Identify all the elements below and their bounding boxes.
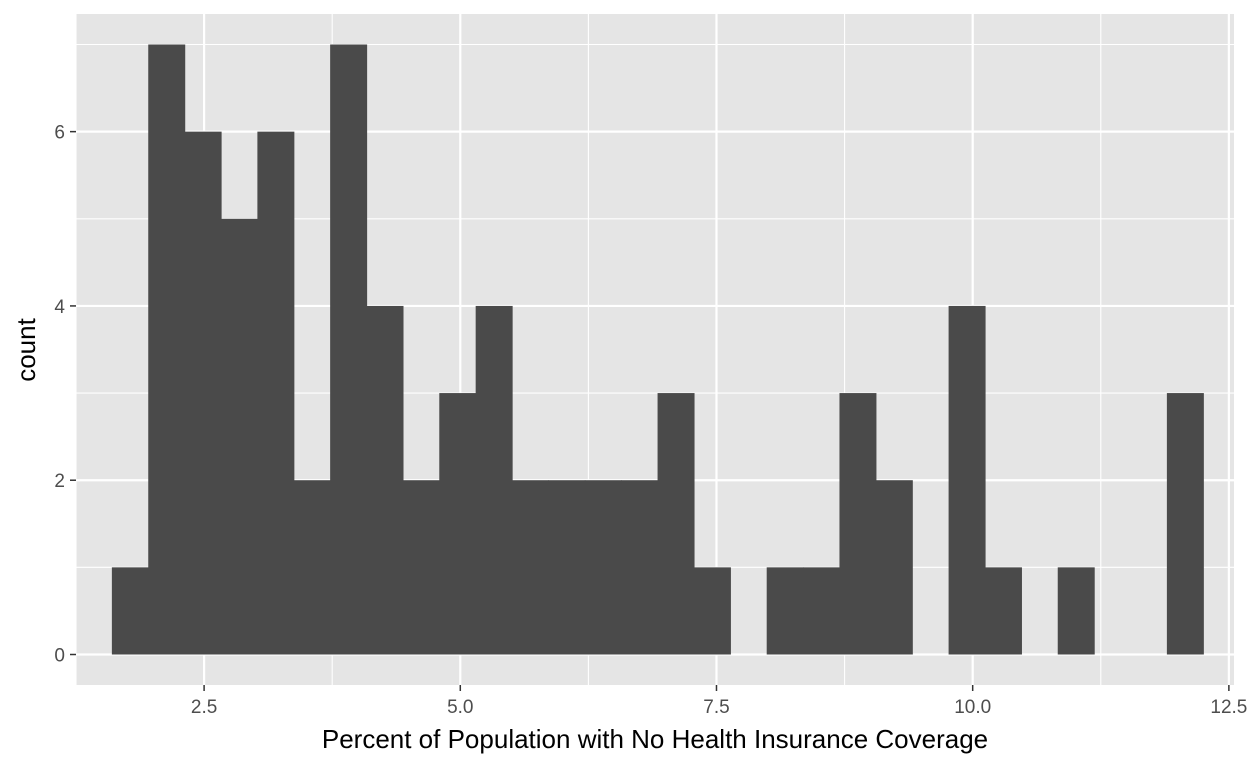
histogram-bar	[984, 567, 1022, 655]
histogram-bar	[148, 44, 186, 655]
histogram-bar	[330, 44, 368, 655]
histogram-bar	[803, 567, 841, 655]
y-axis: 0 2 4 6	[54, 123, 76, 667]
histogram-bar	[875, 480, 913, 655]
histogram-bar	[693, 567, 731, 655]
histogram-bar	[1057, 567, 1095, 655]
histogram-bar	[839, 393, 877, 655]
histogram-bar	[657, 393, 695, 655]
histogram-bar	[548, 480, 586, 655]
histogram-bar	[111, 567, 149, 655]
y-axis-title: count	[11, 317, 41, 381]
histogram-bar	[402, 480, 440, 655]
x-tick-label: 7.5	[703, 697, 729, 718]
x-tick-label: 10.0	[954, 697, 991, 718]
y-tick-label: 4	[54, 297, 65, 318]
x-tick-label: 2.5	[191, 697, 217, 718]
histogram-bar	[948, 305, 986, 655]
x-tick-label: 5.0	[447, 697, 473, 718]
histogram-bar	[766, 567, 804, 655]
x-tick-label: 12.5	[1210, 697, 1247, 718]
y-tick-label: 0	[54, 646, 65, 667]
y-tick-label: 2	[54, 471, 65, 492]
histogram-bar	[257, 131, 295, 655]
histogram-bar	[439, 393, 477, 655]
histogram-bar	[512, 480, 550, 655]
histogram-bar	[221, 218, 258, 655]
histogram-bar	[584, 480, 622, 655]
histogram-bar	[475, 305, 513, 655]
histogram-bar	[293, 480, 331, 655]
histogram-bar	[366, 305, 404, 655]
histogram-bar	[184, 131, 222, 655]
histogram-bar	[1166, 393, 1204, 655]
x-axis: 2.5 5.0 7.5 10.0 12.5	[191, 685, 1247, 718]
histogram-bars	[111, 44, 1204, 655]
y-tick-label: 6	[54, 123, 65, 144]
histogram-bar	[621, 480, 659, 655]
x-axis-title: Percent of Population with No Health Ins…	[322, 724, 988, 754]
